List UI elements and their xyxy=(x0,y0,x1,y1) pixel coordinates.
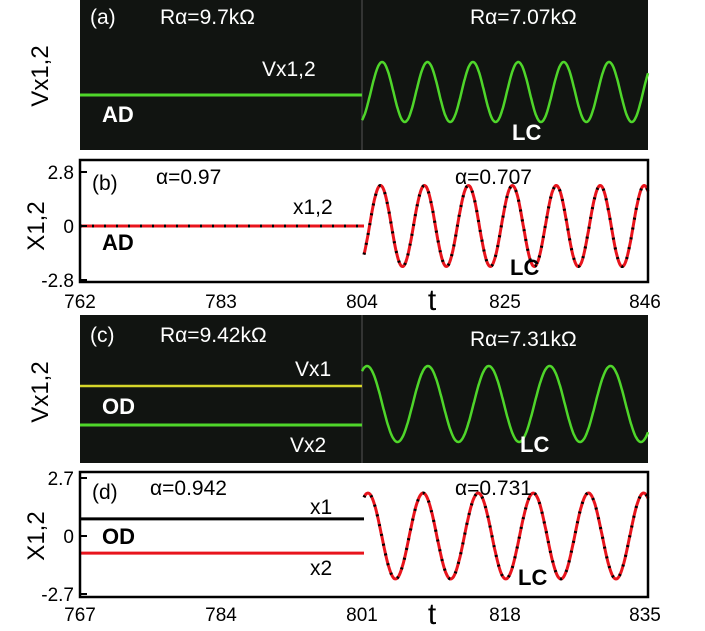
panel-c: (c) Rα=9.42kΩ Rα=7.31kΩ Vx1 OD Vx2 LC Vx… xyxy=(27,315,650,463)
right-param-a: Rα=7.07kΩ xyxy=(470,6,577,29)
xtick-4-d: 835 xyxy=(629,605,661,626)
panel-tag-d: (d) xyxy=(92,481,118,504)
left-param-c: Rα=9.42kΩ xyxy=(160,324,267,347)
ytick-bot-d: -2.7 xyxy=(41,585,74,606)
panel-tag-b: (b) xyxy=(92,172,118,195)
frame-d xyxy=(78,470,650,599)
left-param-d: α=0.942 xyxy=(150,477,227,500)
scope-screen-c xyxy=(80,315,648,463)
trace2-label-d: x2 xyxy=(310,557,332,580)
xtick-2-d: 801 xyxy=(346,605,378,626)
ylabel-b: X1,2 xyxy=(23,201,50,250)
xlabel-d: t xyxy=(428,598,437,631)
left-param-a: Rα=9.7kΩ xyxy=(160,6,255,29)
xtick-4-b: 846 xyxy=(629,292,661,313)
plot-area-b xyxy=(80,160,648,282)
xtick-0-d: 767 xyxy=(64,605,96,626)
xtick-3-d: 818 xyxy=(489,605,521,626)
left-state-a: AD xyxy=(102,102,134,127)
panel-b: (b) α=0.97 α=0.707 x1,2 AD LC 2.8 0 -2.8… xyxy=(23,158,661,317)
ylabel-d: X1,2 xyxy=(23,511,50,560)
right-state-b: LC xyxy=(510,255,539,280)
ytick-top-b: 2.8 xyxy=(48,163,74,184)
trace-label-b: x1,2 xyxy=(293,196,333,219)
panel-a: (a) Rα=9.7kΩ Rα=7.07kΩ Vx1,2 AD LC Vx1,2 xyxy=(27,0,650,150)
panel-tag-c: (c) xyxy=(90,324,115,347)
xtick-0-b: 762 xyxy=(64,292,96,313)
right-param-c: Rα=7.31kΩ xyxy=(470,328,577,351)
frame-b xyxy=(78,158,650,284)
xtick-2-b: 804 xyxy=(346,292,378,313)
scope-screen-a xyxy=(80,0,648,150)
ytick-mid-d: 0 xyxy=(63,527,74,548)
left-state-b: AD xyxy=(102,230,134,255)
ytick-mid-b: 0 xyxy=(63,217,74,238)
xtick-1-b: 783 xyxy=(205,292,237,313)
ylabel-c: Vx1,2 xyxy=(27,361,54,422)
ylabel-a: Vx1,2 xyxy=(27,45,54,106)
right-param-b: α=0.707 xyxy=(455,166,532,189)
trace-lc-a xyxy=(360,60,650,124)
xlabel-b: t xyxy=(428,284,437,317)
right-state-a: LC xyxy=(512,120,541,145)
trace-label-a: Vx1,2 xyxy=(262,58,316,81)
left-param-b: α=0.97 xyxy=(156,166,221,189)
sim-dots-lc-d xyxy=(362,491,650,581)
trace-lc-c xyxy=(360,364,650,444)
right-state-d: LC xyxy=(518,565,547,590)
right-param-d: α=0.731 xyxy=(455,477,532,500)
plot-area-d xyxy=(80,472,648,597)
right-state-c: LC xyxy=(520,432,549,457)
left-state-c: OD xyxy=(102,394,135,419)
ytick-bot-b: -2.8 xyxy=(41,271,74,292)
trace1-label-d: x1 xyxy=(310,496,332,519)
trace1-label-c: Vx1 xyxy=(295,358,331,381)
left-state-d: OD xyxy=(102,524,135,549)
trace2-label-c: Vx2 xyxy=(290,434,326,457)
xtick-1-d: 784 xyxy=(205,605,237,626)
trace-lc-b xyxy=(362,183,650,269)
panel-tag-a: (a) xyxy=(90,6,116,29)
xtick-3-b: 825 xyxy=(489,292,521,313)
panel-d: (d) α=0.942 α=0.731 x1 OD x2 LC 2.7 0 -2… xyxy=(23,469,661,631)
ytick-top-d: 2.7 xyxy=(48,469,74,490)
